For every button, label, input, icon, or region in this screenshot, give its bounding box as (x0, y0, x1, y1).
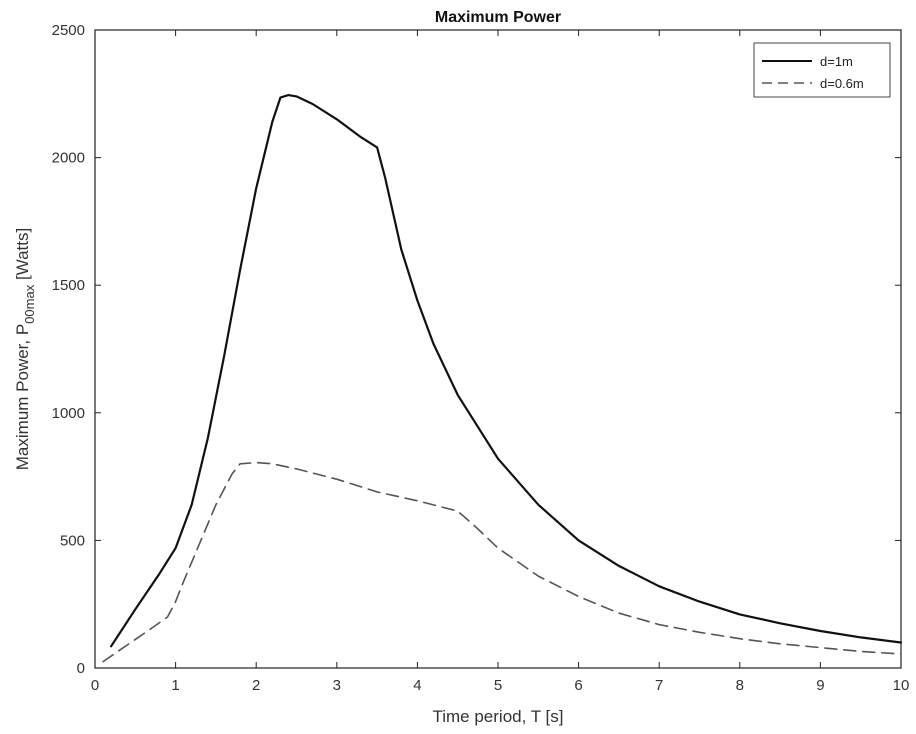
x-tick-label: 6 (574, 677, 582, 694)
x-tick-label: 5 (494, 677, 502, 694)
x-tick-label: 4 (413, 677, 421, 694)
y-axis-title-subscript: 00max (22, 284, 37, 324)
legend-label-d06: d=0.6m (820, 76, 864, 91)
legend-box (753, 42, 891, 98)
y-tick-label: 0 (77, 660, 85, 677)
legend: d=1m d=0.6m (753, 42, 891, 98)
y-tick-label: 1500 (52, 277, 85, 294)
series-line-d06 (102, 461, 902, 663)
y-tick-label: 1000 (52, 405, 85, 422)
x-tick-label: 10 (893, 677, 910, 694)
y-tick-label: 2500 (52, 22, 85, 39)
y-tick-label: 500 (60, 532, 85, 549)
y-axis-title-main: Maximum Power, P (13, 324, 32, 470)
y-axis-title-unit: [Watts] (13, 228, 32, 285)
x-tick-label: 8 (736, 677, 744, 694)
x-tick-label: 0 (91, 677, 99, 694)
plot-area (94, 29, 902, 669)
legend-label-d1: d=1m (820, 54, 853, 69)
x-tick-label: 3 (333, 677, 341, 694)
series-line-d1 (109, 93, 903, 648)
x-axis-title: Time period, T [s] (432, 707, 563, 726)
x-tick-label: 9 (816, 677, 824, 694)
y-axis-title: Maximum Power, P00max [Watts] (13, 228, 37, 470)
ticks-layer: 0 1 2 3 4 5 6 7 8 9 10 0 500 1000 1500 2000 2500 (52, 22, 910, 694)
series-layer (102, 93, 903, 663)
y-tick-label: 2000 (52, 150, 85, 167)
x-tick-label: 1 (171, 677, 179, 694)
chart-title: Maximum Power (435, 9, 561, 26)
x-tick-label: 2 (252, 677, 260, 694)
x-tick-label: 7 (655, 677, 663, 694)
